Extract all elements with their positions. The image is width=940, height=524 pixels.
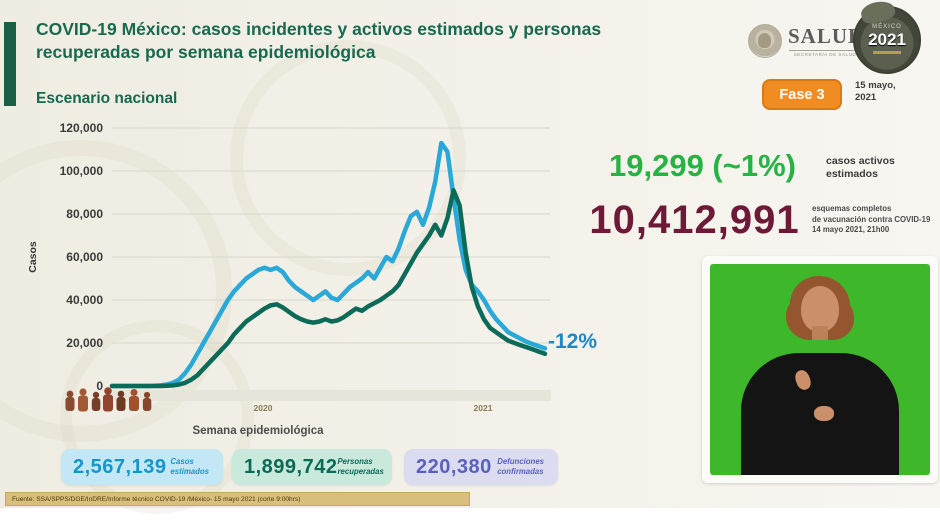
title-accent-bar [4, 22, 16, 106]
active-cases-value: 19,299 (~1%) [609, 148, 796, 183]
weekly-change-annotation: -12% [548, 330, 598, 353]
crowd-icon [65, 387, 152, 412]
y-tick-label: 40,000 [66, 293, 103, 307]
active-cases-label: casos activos estimados [826, 155, 895, 181]
page-title: COVID-19 México: casos incidentes y acti… [36, 18, 656, 64]
mexico-2021-emblem: MÉXICO 2021 [853, 6, 921, 74]
epidemic-curve-chart: 120,000 100,000 80,000 60,000 40,000 20,000 0 … [20, 118, 570, 448]
scenario-subtitle: Escenario nacional [36, 90, 178, 107]
salud-seal-icon [748, 24, 782, 58]
title-line2: recuperadas por semana epidemiológica [36, 42, 376, 63]
mexico-2021-gold-bar [873, 51, 901, 54]
salud-wordmark: SALUD [788, 24, 865, 48]
x-axis-title: Semana epidemiológica [192, 425, 324, 437]
phase-badge: Fase 3 [762, 79, 842, 110]
chroma-key-background [710, 264, 930, 475]
mexico-2021-year-label: 2021 [868, 30, 906, 49]
stat-label: Casos estimados [170, 456, 209, 476]
stat-label: Personas recuperadas [337, 456, 384, 476]
date-line2: 2021 [855, 91, 877, 103]
x-tick-2020: 2020 [254, 403, 273, 413]
x-axis-band [112, 390, 551, 401]
y-tick-label: 100,000 [60, 164, 104, 178]
sign-language-interpreter-panel [702, 256, 938, 483]
stat-value: 1,899,742 [244, 455, 338, 478]
y-tick-label: 0 [96, 379, 103, 393]
interpreter-neck [812, 326, 828, 340]
stat-card-casos-estimados: 2,567,139 Casos estimados [61, 449, 223, 485]
stat-card-defunciones-confirmadas: 220,380 Defunciones confirmadas [404, 449, 558, 485]
date-label: 15 mayo, 2021 [855, 80, 896, 104]
chart-canvas: 120,000100,00080,00060,00040,00020,0000 … [27, 121, 551, 437]
interpreter-hand [814, 406, 834, 421]
interpreter-face [801, 286, 839, 332]
stat-value: 220,380 [416, 455, 492, 478]
stat-value: 2,567,139 [73, 455, 167, 478]
salud-subtitle: SECRETARÍA DE SALUD [789, 50, 861, 57]
stat-label: Defunciones confirmadas [497, 456, 544, 476]
series-personas-recuperadas [109, 188, 548, 389]
y-axis-title: Casos [27, 241, 39, 273]
salud-logo: SALUD SECRETARÍA DE SALUD [748, 22, 873, 64]
y-tick-label: 20,000 [66, 336, 103, 350]
source-footer: Fuente: SSA/SPPS/DGE/InDRE/Informe técni… [5, 492, 470, 506]
title-line1: COVID-19 México: casos incidentes y acti… [36, 19, 602, 39]
vaccination-value: 10,412,991 [589, 198, 800, 242]
x-tick-2021: 2021 [474, 403, 493, 413]
stat-card-personas-recuperadas: 1,899,742 Personas recuperadas [232, 449, 392, 485]
y-tick-label: 80,000 [66, 207, 103, 221]
y-tick-label: 60,000 [66, 250, 103, 264]
y-tick-label: 120,000 [60, 121, 104, 135]
mexico-2021-country-label: MÉXICO [872, 24, 902, 30]
series-casos-incidentes-estimados [109, 140, 548, 389]
vaccination-label: esquemas completos de vacunación contra … [812, 204, 931, 235]
source-text: Fuente: SSA/SPPS/DGE/InDRE/Informe técni… [12, 495, 301, 503]
slide-background: COVID-19 México: casos incidentes y acti… [0, 0, 940, 508]
date-line1: 15 mayo, [855, 80, 896, 91]
